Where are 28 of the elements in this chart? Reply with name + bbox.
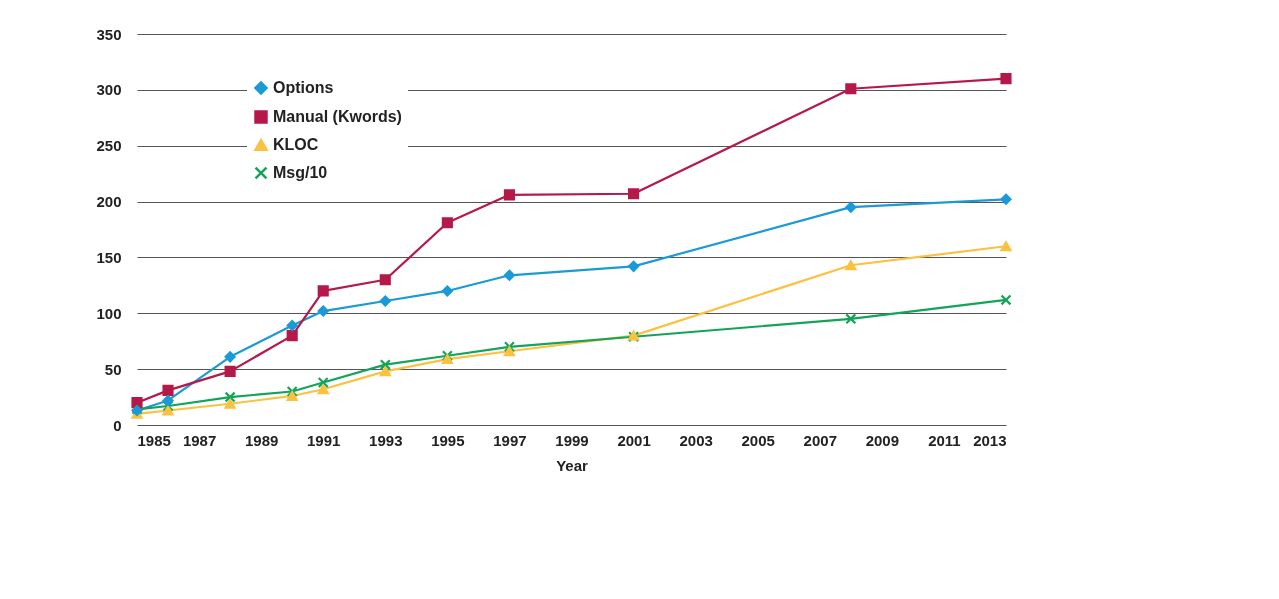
x-tick-label: 2003 xyxy=(679,431,713,449)
y-tick-label: 250 xyxy=(96,137,122,155)
legend-label: Options xyxy=(273,79,334,96)
x-tick-label: 1999 xyxy=(555,431,589,449)
x-tick-label: 2007 xyxy=(803,431,837,449)
y-tick-label: 200 xyxy=(96,193,122,211)
y-tick-label: 350 xyxy=(96,25,122,43)
x-axis-title: Year xyxy=(556,456,589,474)
x-tick-label: 2009 xyxy=(865,431,900,449)
x-tick-label: 1991 xyxy=(307,431,341,449)
x-tick-label: 1989 xyxy=(244,431,279,449)
legend-label: KLOC xyxy=(273,136,319,153)
x-tick-label: 1985 xyxy=(137,431,171,449)
x-tick-label: 2011 xyxy=(928,431,961,449)
y-tick-label: 150 xyxy=(96,248,122,266)
x-tick-label: 2013 xyxy=(973,431,1007,449)
x-tick-label: 1997 xyxy=(493,431,527,449)
legend-label: Msg/10 xyxy=(273,164,328,181)
x-tick-label: 1993 xyxy=(369,431,403,449)
x-tick-label: 2001 xyxy=(617,431,651,449)
y-tick-label: 100 xyxy=(96,304,122,322)
y-tick-label: 0 xyxy=(113,416,122,434)
x-tick-label: 2005 xyxy=(741,431,775,449)
x-tick-label: 1995 xyxy=(431,431,465,449)
x-tick-label: 1987 xyxy=(182,431,217,449)
y-tick-label: 50 xyxy=(104,360,122,378)
y-tick-label: 300 xyxy=(96,81,122,99)
legend-label: Manual (Kwords) xyxy=(273,108,402,125)
